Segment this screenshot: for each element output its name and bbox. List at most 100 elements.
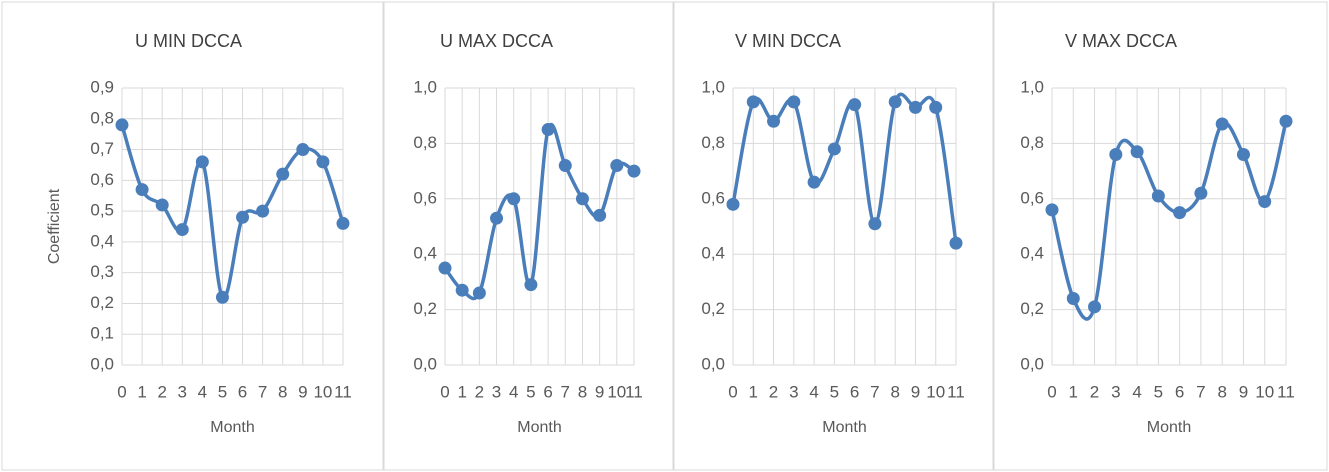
x-axis-label: Month (517, 419, 561, 436)
y-tick-label: 0,6 (413, 188, 437, 207)
y-tick-label: 0,1 (90, 324, 114, 343)
marker (1279, 114, 1293, 128)
marker (195, 155, 209, 169)
marker (575, 192, 589, 206)
x-tick-label: 3 (789, 382, 798, 401)
y-tick-label: 0,0 (90, 354, 114, 373)
marker (627, 164, 641, 178)
chart: U MAX DCCA 0,0 0,2 0,4 0,6 0,8 1,0 0 1 2 3 4 5 6 7 8 9 10… (383, 1, 674, 471)
y-tick-label: 0,7 (90, 139, 114, 158)
x-tick-label: 3 (178, 382, 187, 401)
chart-title: U MIN DCCA (135, 31, 242, 51)
x-tick-label: 11 (625, 382, 643, 401)
x-tick-label: 11 (1277, 382, 1295, 401)
x-tick-label: 6 (1175, 382, 1184, 401)
x-tick-label: 3 (492, 382, 501, 401)
x-tick-label: 0 (117, 382, 126, 401)
marker (807, 175, 821, 189)
marker (929, 100, 943, 114)
marker (888, 95, 902, 109)
marker (215, 290, 229, 304)
marker (949, 236, 963, 250)
marker (472, 286, 486, 300)
x-tick-label: 4 (509, 382, 518, 401)
x-axis-label: Month (1147, 419, 1191, 436)
marker (746, 95, 760, 109)
x-tick-label: 7 (870, 382, 879, 401)
marker (524, 278, 538, 292)
marker (256, 204, 270, 218)
x-tick-label: 10 (313, 382, 332, 401)
y-tick-label: 0,8 (413, 133, 437, 152)
marker (1215, 117, 1229, 131)
marker (1066, 292, 1080, 306)
chart: U MIN DCCA 0,0 0,1 0,2 0,3 0,4 0,5 0,6 0,7 0,8 0,9… (1, 1, 384, 471)
marker (276, 167, 290, 181)
x-tick-label: 1 (137, 382, 146, 401)
x-tick-label: 4 (198, 382, 207, 401)
y-tick-label: 0,9 (90, 77, 114, 96)
x-tick-label: 2 (475, 382, 484, 401)
marker (507, 192, 521, 206)
marker (316, 155, 330, 169)
x-tick-label: 5 (1154, 382, 1163, 401)
marker (1236, 147, 1250, 161)
x-tick-label: 7 (258, 382, 267, 401)
panel-border (673, 1, 994, 471)
marker (908, 100, 922, 114)
x-tick-label: 1 (457, 382, 466, 401)
y-tick-label: 0,6 (701, 188, 725, 207)
x-tick-label: 11 (334, 382, 352, 401)
x-tick-label: 1 (749, 382, 758, 401)
y-tick-label: 0,3 (90, 262, 114, 281)
marker (1088, 300, 1102, 314)
x-axis-label: Month (822, 419, 866, 436)
chart-title: V MAX DCCA (1065, 31, 1177, 51)
x-tick-label: 10 (926, 382, 945, 401)
y-tick-label: 0,6 (90, 170, 114, 189)
marker (767, 114, 781, 128)
marker (236, 210, 250, 224)
x-tick-label: 10 (1255, 382, 1274, 401)
marker (593, 208, 607, 222)
marker (1045, 203, 1059, 217)
y-tick-label: 1,0 (701, 77, 725, 96)
x-tick-label: 11 (947, 382, 965, 401)
panel-border (1, 1, 384, 471)
marker (1109, 147, 1123, 161)
y-tick-label: 0,2 (413, 299, 437, 318)
chart: V MIN DCCA 0,0 0,2 0,4 0,6 0,8 1,0 0 1 2 3 4 5 6 7 8 9 10… (673, 1, 994, 471)
marker (868, 217, 882, 231)
marker (541, 123, 555, 137)
marker (296, 143, 310, 157)
chart-title: U MAX DCCA (440, 31, 553, 51)
marker (848, 98, 862, 112)
marker (610, 159, 624, 173)
x-tick-label: 10 (607, 382, 626, 401)
x-tick-label: 6 (238, 382, 247, 401)
x-tick-label: 4 (809, 382, 818, 401)
marker (155, 198, 169, 212)
x-tick-label: 9 (595, 382, 604, 401)
chart-title: V MIN DCCA (735, 31, 841, 51)
marker (135, 183, 149, 197)
x-axis-label: Month (210, 419, 254, 436)
y-tick-label: 1,0 (1020, 77, 1044, 96)
x-tick-label: 5 (830, 382, 839, 401)
x-tick-label: 5 (526, 382, 535, 401)
marker (827, 142, 841, 156)
x-tick-label: 6 (850, 382, 859, 401)
y-tick-label: 0,2 (1020, 299, 1044, 318)
panel-border (993, 1, 1328, 471)
y-tick-label: 0,4 (90, 231, 114, 250)
x-tick-label: 0 (1047, 382, 1056, 401)
x-tick-label: 0 (728, 382, 737, 401)
marker (115, 118, 129, 132)
x-tick-label: 6 (543, 382, 552, 401)
y-axis-label: Coefficient (46, 188, 63, 264)
y-tick-label: 0,5 (90, 201, 114, 220)
x-tick-label: 5 (218, 382, 227, 401)
x-tick-label: 2 (157, 382, 166, 401)
